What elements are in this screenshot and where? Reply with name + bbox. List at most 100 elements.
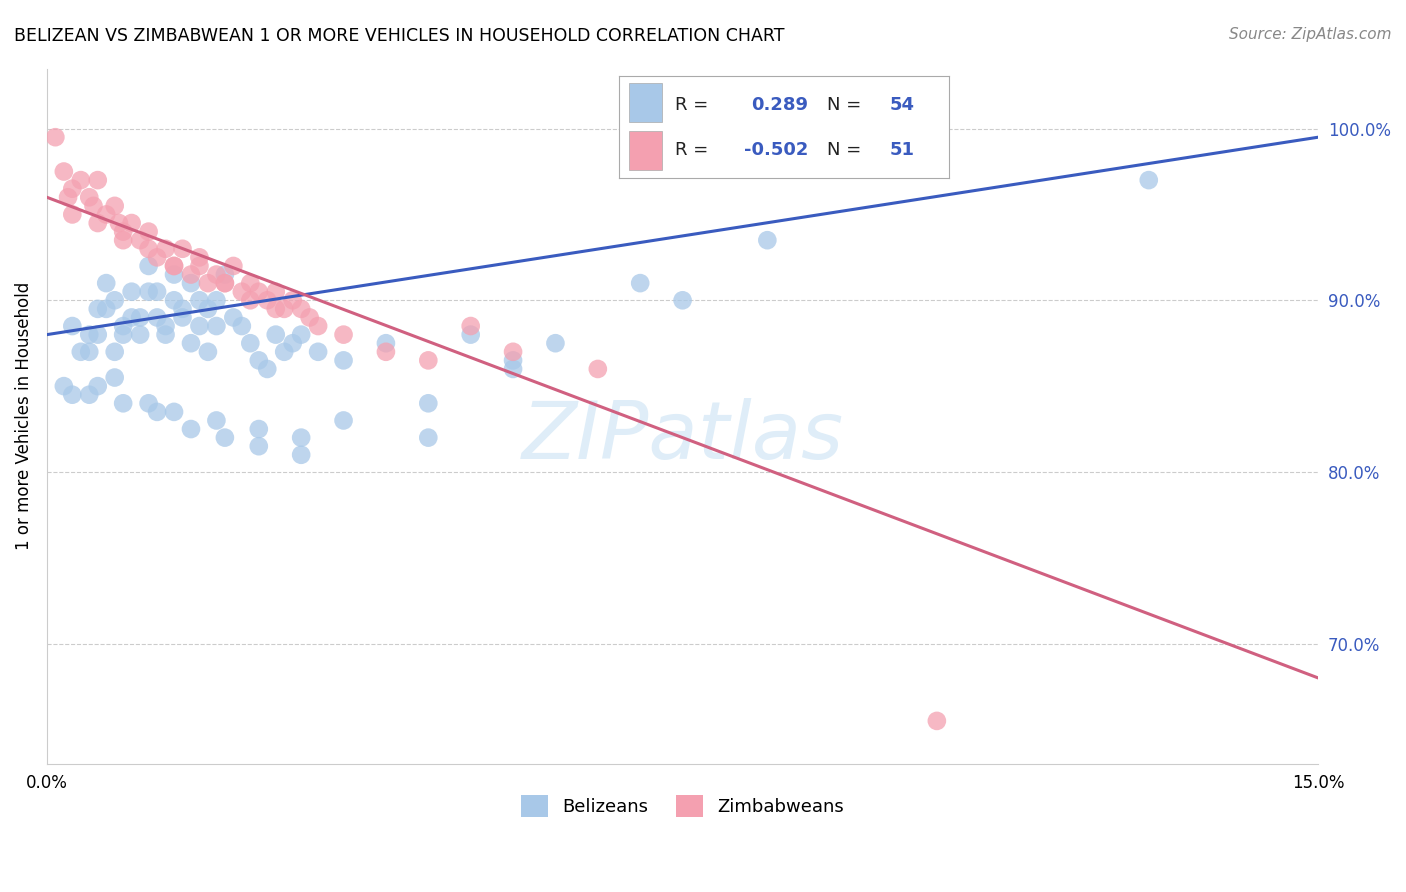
Text: ZIPatlas: ZIPatlas <box>522 398 844 476</box>
Point <box>138 259 160 273</box>
Point <box>96 301 118 316</box>
Point <box>44 130 66 145</box>
Point <box>264 301 287 316</box>
Point <box>374 336 396 351</box>
Point <box>60 207 83 221</box>
Point <box>247 353 270 368</box>
Point <box>138 242 160 256</box>
Point <box>273 301 295 316</box>
Text: N =: N = <box>827 95 866 113</box>
Point <box>146 310 169 325</box>
Point <box>273 344 295 359</box>
Point <box>129 233 152 247</box>
Point <box>87 301 110 316</box>
Point <box>197 276 219 290</box>
Point <box>1137 173 1160 187</box>
Point <box>60 182 83 196</box>
Point <box>163 259 186 273</box>
Point <box>502 344 524 359</box>
Point <box>205 319 228 334</box>
Point <box>188 293 211 308</box>
Point <box>460 319 482 334</box>
Point <box>104 199 127 213</box>
Point <box>290 327 312 342</box>
Point <box>290 301 312 316</box>
Point <box>586 362 609 376</box>
Point <box>163 268 186 282</box>
Point <box>104 293 127 308</box>
Point <box>756 233 779 247</box>
Point <box>146 285 169 299</box>
Point <box>671 293 693 308</box>
Point <box>172 301 194 316</box>
Point <box>180 336 202 351</box>
Point <box>188 259 211 273</box>
Point <box>155 319 177 334</box>
Y-axis label: 1 or more Vehicles in Household: 1 or more Vehicles in Household <box>15 282 32 550</box>
Point <box>332 353 354 368</box>
Point <box>77 344 100 359</box>
Point <box>264 285 287 299</box>
Point <box>264 327 287 342</box>
Point <box>163 259 186 273</box>
Point <box>77 190 100 204</box>
Point <box>77 327 100 342</box>
Text: Source: ZipAtlas.com: Source: ZipAtlas.com <box>1229 27 1392 42</box>
Point <box>222 259 245 273</box>
Point <box>256 293 278 308</box>
Point <box>155 242 177 256</box>
Point <box>205 413 228 427</box>
Bar <box>628 131 662 170</box>
Point <box>239 276 262 290</box>
Text: 54: 54 <box>890 95 914 113</box>
Text: 51: 51 <box>890 141 914 159</box>
Point <box>96 207 118 221</box>
Point <box>247 439 270 453</box>
Point <box>112 396 135 410</box>
Point <box>129 327 152 342</box>
Point <box>69 173 91 187</box>
Point <box>121 216 143 230</box>
Point <box>121 310 143 325</box>
Legend: Belizeans, Zimbabweans: Belizeans, Zimbabweans <box>515 788 851 824</box>
Point <box>281 336 304 351</box>
Point <box>172 242 194 256</box>
Point <box>138 285 160 299</box>
Point <box>112 319 135 334</box>
Point <box>214 268 236 282</box>
Point <box>239 336 262 351</box>
Point <box>60 319 83 334</box>
Point <box>87 327 110 342</box>
Point <box>180 268 202 282</box>
Point <box>87 379 110 393</box>
Point <box>112 225 135 239</box>
Point <box>222 310 245 325</box>
Point <box>138 225 160 239</box>
Point <box>205 293 228 308</box>
Point <box>231 285 253 299</box>
Point <box>460 327 482 342</box>
Point <box>544 336 567 351</box>
Point <box>163 293 186 308</box>
Point <box>87 173 110 187</box>
Point <box>205 268 228 282</box>
Point <box>298 310 321 325</box>
Point <box>121 285 143 299</box>
Point <box>197 301 219 316</box>
Point <box>112 327 135 342</box>
Point <box>247 285 270 299</box>
Point <box>180 422 202 436</box>
Point <box>69 344 91 359</box>
Point <box>146 251 169 265</box>
Point <box>628 276 651 290</box>
Point <box>214 431 236 445</box>
Text: BELIZEAN VS ZIMBABWEAN 1 OR MORE VEHICLES IN HOUSEHOLD CORRELATION CHART: BELIZEAN VS ZIMBABWEAN 1 OR MORE VEHICLE… <box>14 27 785 45</box>
Point <box>290 431 312 445</box>
Point <box>172 310 194 325</box>
Point <box>247 422 270 436</box>
Text: N =: N = <box>827 141 866 159</box>
Text: -0.502: -0.502 <box>744 141 808 159</box>
Point <box>104 344 127 359</box>
Text: R =: R = <box>675 141 714 159</box>
Point <box>108 216 131 230</box>
